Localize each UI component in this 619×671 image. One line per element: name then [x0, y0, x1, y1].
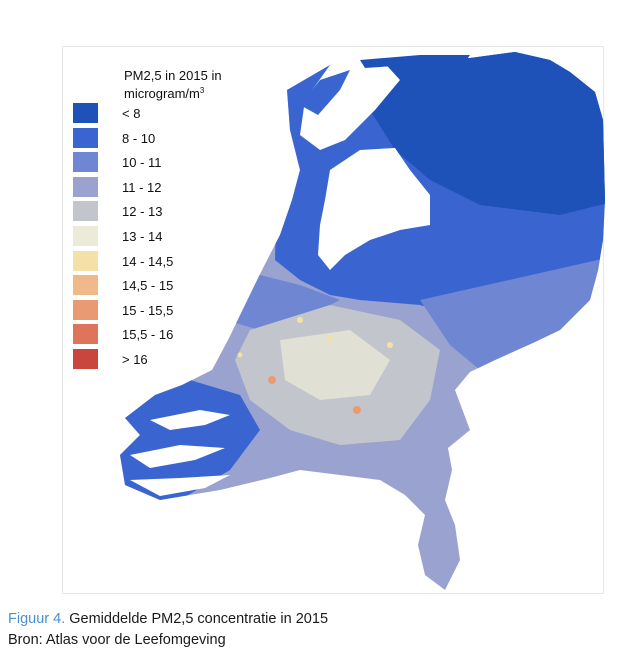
legend-label: 8 - 10: [122, 130, 156, 146]
delta-channel-north: [150, 410, 230, 430]
hotspot: [297, 317, 303, 323]
legend-swatch: [73, 103, 98, 123]
legend-swatch: [73, 225, 98, 246]
legend-unit-superscript: 3: [199, 86, 205, 95]
hotspot: [268, 376, 276, 384]
legend-title: PM2,5 in 2015 in microgram/m3: [124, 68, 222, 101]
legend-label: 14 - 14,5: [122, 253, 174, 269]
lake-ijsselmeer: [318, 148, 430, 270]
legend-title-line1: PM2,5 in 2015 in: [124, 68, 222, 83]
figure-label: Figuur 4.: [8, 611, 66, 627]
wadden-islands: [360, 55, 470, 68]
hotspot: [387, 342, 393, 348]
legend-swatch: [73, 324, 98, 345]
zone-lt-8: [360, 52, 605, 215]
legend-label: > 16: [122, 351, 148, 367]
pollution-hotspots: [237, 317, 393, 414]
legend-label: 11 - 12: [122, 179, 162, 195]
legend-swatch: [73, 152, 98, 173]
legend-swatch: [73, 250, 98, 271]
caption-source: Bron: Atlas voor de Leefomgeving: [8, 632, 226, 648]
delta-channel-middle: [130, 445, 225, 468]
hotspot: [237, 352, 243, 358]
zone-8-10-southwest: [120, 380, 260, 500]
legend-label: 14,5 - 15: [122, 278, 174, 294]
zone-13-14-urban: [280, 330, 390, 400]
legend-label: 12 - 13: [122, 204, 163, 220]
legend-swatch: [73, 348, 98, 369]
legend-swatch: [73, 299, 98, 320]
figure-text: Gemiddelde PM2,5 concentratie in 2015: [65, 611, 329, 627]
inland-water: [130, 55, 470, 496]
delta-channel-south: [130, 475, 230, 496]
legend-label: < 8: [122, 106, 141, 121]
legend-label: 10 - 11: [122, 155, 162, 171]
flevoland: [352, 232, 432, 285]
legend-swatch: [73, 127, 98, 148]
hotspot: [327, 335, 333, 341]
hotspot: [353, 406, 361, 414]
legend-title-line2: microgram/m3: [124, 83, 222, 101]
figure-caption: Figuur 4. Gemiddelde PM2,5 concentratie …: [8, 609, 328, 651]
legend-swatch: [73, 275, 98, 296]
island-texel: [300, 70, 350, 115]
legend-unit: microgram/m: [124, 86, 200, 101]
legend-swatch: [73, 176, 98, 197]
legend-label: 15 - 15,5: [122, 302, 174, 318]
caption-title: Figuur 4. Gemiddelde PM2,5 concentratie …: [8, 609, 328, 630]
legend-swatch: [73, 201, 98, 222]
netherlands-pm25-map: [120, 52, 605, 590]
legend-label: 13 - 14: [122, 228, 163, 244]
legend-label: 15,5 - 16: [122, 327, 174, 343]
